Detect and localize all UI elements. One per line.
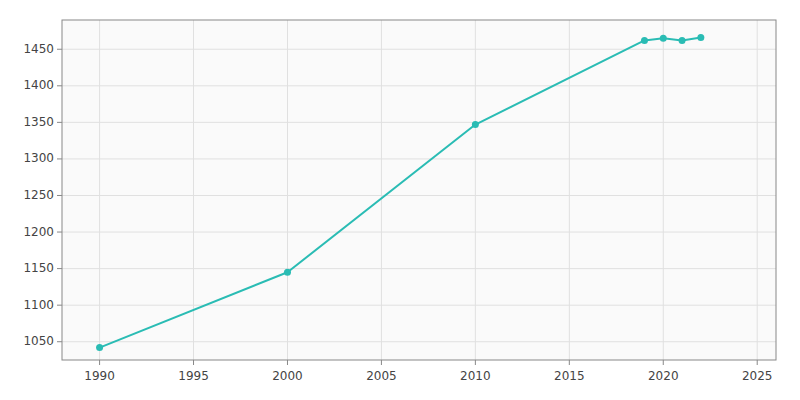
y-tick-label: 1100 [23, 298, 54, 312]
marker [679, 37, 686, 44]
y-tick-mark [57, 49, 62, 50]
y-grid-line [62, 341, 776, 342]
x-tick-label: 2020 [648, 369, 679, 383]
plot-frame [62, 20, 776, 360]
y-grid-line [62, 232, 776, 233]
x-tick-mark [99, 360, 100, 365]
x-grid-line [663, 20, 664, 360]
x-tick-mark [287, 360, 288, 365]
line [100, 38, 701, 348]
y-tick-label: 1400 [23, 78, 54, 92]
x-tick-mark [193, 360, 194, 365]
y-tick-mark [57, 341, 62, 342]
y-tick-mark [57, 305, 62, 306]
y-tick-mark [57, 268, 62, 269]
y-tick-label: 1450 [23, 42, 54, 56]
x-tick-mark [381, 360, 382, 365]
y-grid-line [62, 122, 776, 123]
y-grid-line [62, 195, 776, 196]
x-tick-label: 2010 [460, 369, 491, 383]
x-tick-label: 2005 [366, 369, 397, 383]
y-grid-line [62, 268, 776, 269]
series [96, 34, 704, 351]
x-tick-label: 1990 [84, 369, 115, 383]
marker [472, 121, 479, 128]
y-tick-label: 1150 [23, 261, 54, 275]
x-grid-line [287, 20, 288, 360]
x-tick-mark [663, 360, 664, 365]
y-tick-mark [57, 85, 62, 86]
x-grid-line [569, 20, 570, 360]
y-grid-line [62, 49, 776, 50]
y-tick-label: 1050 [23, 334, 54, 348]
grid [62, 20, 776, 360]
x-tick-mark [569, 360, 570, 365]
x-tick-label: 2015 [554, 369, 585, 383]
x-grid-line [757, 20, 758, 360]
x-tick-label: 1995 [178, 369, 209, 383]
chart-container: 1050 1100 1150 1200 1250 1300 1350 1400 1450 1990… [0, 0, 800, 400]
x-tick-mark [757, 360, 758, 365]
x-tick-label: 2025 [742, 369, 773, 383]
marker [96, 344, 103, 351]
y-tick-mark [57, 195, 62, 196]
y-grid-line [62, 305, 776, 306]
y-tick-mark [57, 158, 62, 159]
x-tick-mark [475, 360, 476, 365]
marker [697, 34, 704, 41]
y-tick-label: 1250 [23, 188, 54, 202]
x-grid-line [99, 20, 100, 360]
chart: 1050 1100 1150 1200 1250 1300 1350 1400 1450 1990… [0, 0, 800, 400]
marker [660, 35, 667, 42]
x-tick-label: 2000 [272, 369, 303, 383]
marker [284, 269, 291, 276]
y-tick-label: 1200 [23, 225, 54, 239]
x-grid-line [381, 20, 382, 360]
y-tick-label: 1350 [23, 115, 54, 129]
y-tick-label: 1300 [23, 151, 54, 165]
axes: 1050 1100 1150 1200 1250 1300 1350 1400 1450 1990… [23, 20, 776, 383]
y-tick-mark [57, 232, 62, 233]
y-tick-mark [57, 122, 62, 123]
marker [641, 37, 648, 44]
y-grid-line [62, 85, 776, 86]
x-grid-line [475, 20, 476, 360]
y-grid-line [62, 158, 776, 159]
plot-background [62, 20, 776, 360]
